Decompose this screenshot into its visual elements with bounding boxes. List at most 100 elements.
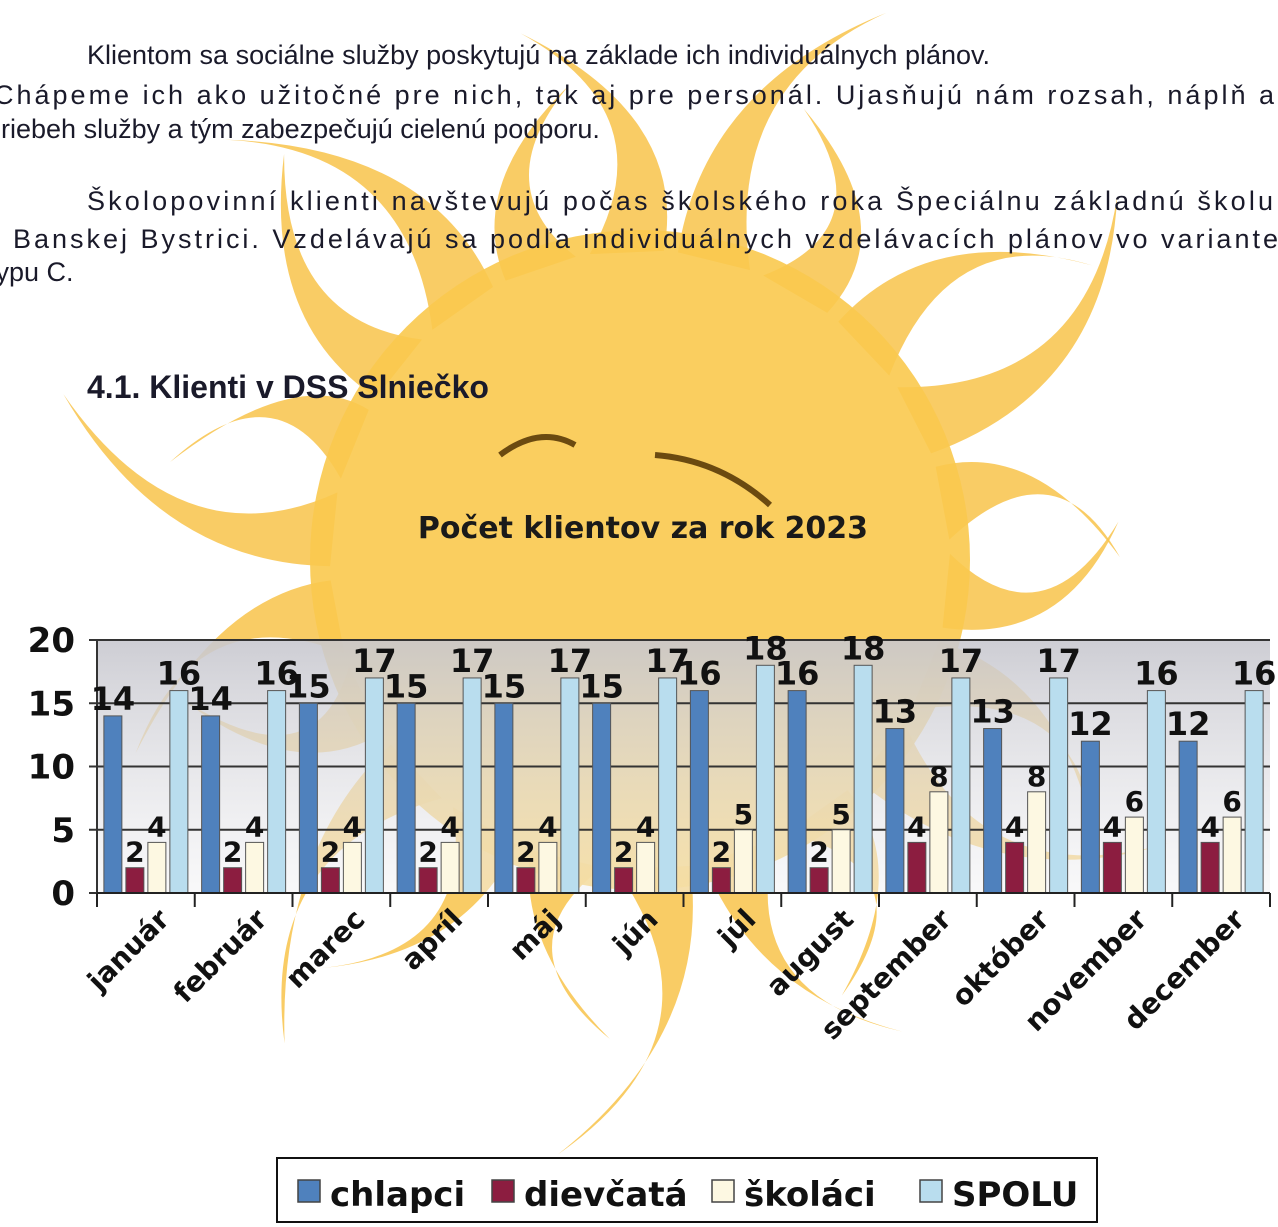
data-label: 15 — [384, 667, 429, 705]
bar — [299, 703, 317, 893]
bar — [268, 691, 286, 893]
bar — [539, 842, 557, 893]
bar — [126, 868, 144, 893]
data-label: 8 — [929, 760, 948, 793]
data-label: 2 — [125, 836, 144, 869]
data-label: 8 — [1027, 760, 1046, 793]
legend-label: chlapci — [330, 1175, 465, 1215]
sun-ray — [558, 866, 693, 1154]
bar — [1103, 842, 1121, 893]
bar — [810, 868, 828, 893]
bar — [1147, 691, 1165, 893]
bar — [952, 678, 970, 893]
bar — [441, 842, 459, 893]
data-label: 5 — [734, 798, 753, 831]
data-label: 4 — [907, 810, 926, 843]
x-tick-label: január — [80, 902, 176, 998]
bar — [984, 729, 1002, 893]
bar — [1223, 817, 1241, 893]
chart-title: Počet klientov za rok 2023 — [418, 511, 868, 546]
data-label: 4 — [1005, 810, 1024, 843]
data-label: 2 — [516, 836, 535, 869]
bar — [202, 716, 220, 893]
y-tick-label: 15 — [28, 684, 75, 724]
legend-label: SPOLU — [952, 1175, 1078, 1215]
bar — [1081, 741, 1099, 893]
bar — [854, 665, 872, 893]
data-label: 2 — [712, 836, 731, 869]
data-label: 4 — [636, 810, 655, 843]
page: Klientom sa sociálne služby poskytujú na… — [0, 0, 1278, 1227]
bar — [788, 691, 806, 893]
data-label: 15 — [482, 667, 527, 705]
legend-label: školáci — [744, 1175, 876, 1215]
bar — [886, 729, 904, 893]
data-label: 2 — [418, 836, 437, 869]
bar — [463, 678, 481, 893]
bar — [1179, 741, 1197, 893]
data-label: 17 — [1036, 642, 1081, 680]
bar — [419, 868, 437, 893]
bar — [1201, 842, 1219, 893]
bar — [343, 842, 361, 893]
y-tick-label: 0 — [51, 874, 75, 914]
bar — [321, 868, 339, 893]
bar — [637, 842, 655, 893]
data-label: 13 — [873, 693, 918, 731]
data-label: 12 — [1068, 705, 1113, 743]
bar — [1006, 842, 1024, 893]
bar — [712, 868, 730, 893]
y-tick-label: 10 — [28, 748, 75, 788]
bar — [1050, 678, 1068, 893]
legend-label: dievčatá — [524, 1175, 688, 1215]
data-label: 12 — [1166, 705, 1211, 743]
data-label: 16 — [677, 655, 722, 693]
data-label: 4 — [147, 810, 166, 843]
data-label: 2 — [223, 836, 242, 869]
data-label: 4 — [245, 810, 264, 843]
data-label: 4 — [343, 810, 362, 843]
data-label: 14 — [188, 680, 233, 718]
data-label: 16 — [1232, 655, 1277, 693]
paragraph-line: Chápeme ich ako užitočné pre nich, tak a… — [0, 80, 1275, 110]
bar — [659, 678, 677, 893]
bar — [593, 703, 611, 893]
data-label: 14 — [91, 680, 136, 718]
data-label: 4 — [1103, 810, 1122, 843]
bar — [908, 842, 926, 893]
data-label: 2 — [614, 836, 633, 869]
bar — [1125, 817, 1143, 893]
legend-swatch — [712, 1180, 734, 1202]
sun-illustration — [63, 13, 1169, 1155]
y-tick-label: 5 — [51, 811, 75, 851]
bar — [104, 716, 122, 893]
y-tick-label: 20 — [28, 621, 75, 661]
data-label: 4 — [1200, 810, 1219, 843]
paragraph-line: priebeh služby a tým zabezpečujú cielenú… — [0, 114, 600, 144]
bar — [1245, 691, 1263, 893]
bar — [832, 830, 850, 893]
data-label: 2 — [809, 836, 828, 869]
data-label: 16 — [1134, 655, 1179, 693]
bar — [148, 842, 166, 893]
legend-swatch — [298, 1180, 320, 1202]
paragraph-line: Klientom sa sociálne služby poskytujú na… — [87, 40, 990, 70]
section-heading: 4.1. Klienti v DSS Slniečko — [87, 369, 489, 405]
bar — [615, 868, 633, 893]
bar — [690, 691, 708, 893]
paragraph-line: Školopovinní klienti navštevujú počas šk… — [87, 185, 1273, 216]
data-label: 17 — [939, 642, 984, 680]
bar — [246, 842, 264, 893]
data-label: 5 — [831, 798, 850, 831]
bar — [561, 678, 579, 893]
bar — [734, 830, 752, 893]
x-tick-label: marec — [279, 903, 371, 995]
paragraph-line: v Banskej Bystrici. Vzdelávajú sa podľa … — [0, 224, 1278, 254]
data-label: 16 — [775, 655, 820, 693]
data-label: 13 — [970, 693, 1015, 731]
data-label: 2 — [321, 836, 340, 869]
paragraph-line: typu C. — [0, 257, 74, 287]
legend-swatch — [492, 1180, 514, 1202]
bar — [170, 691, 188, 893]
data-label: 4 — [538, 810, 557, 843]
